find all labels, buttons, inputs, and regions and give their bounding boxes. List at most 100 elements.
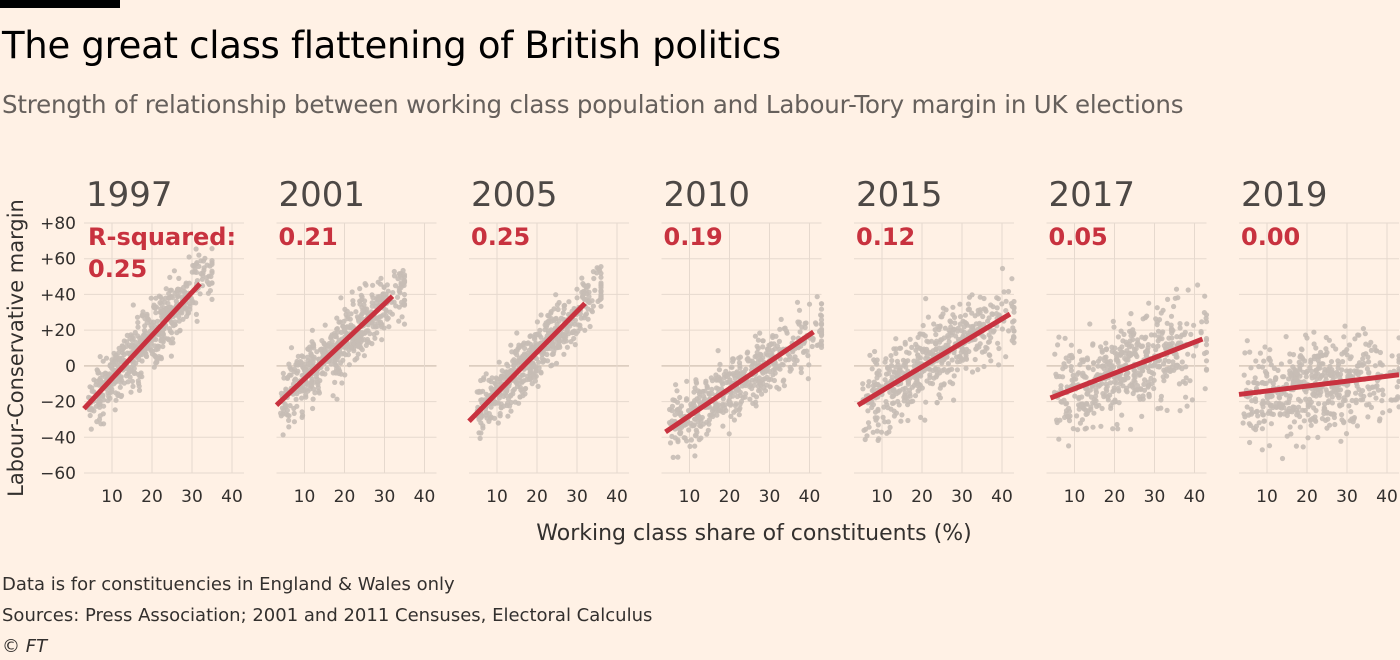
scatter-point [199, 276, 205, 282]
scatter-point [162, 299, 168, 305]
scatter-point [678, 429, 684, 435]
scatter-point [720, 401, 726, 407]
scatter-point [1177, 321, 1183, 327]
scatter-point [738, 398, 745, 405]
scatter-point [345, 316, 351, 322]
scatter-point [154, 318, 160, 324]
scatter-point [1347, 368, 1353, 374]
scatter-point [787, 364, 793, 370]
scatter-point [1325, 399, 1331, 405]
scatter-point [307, 347, 313, 353]
scatter-point [742, 394, 748, 400]
scatter-point [1203, 342, 1210, 348]
scatter-point [736, 412, 742, 418]
scatter-point [1295, 396, 1302, 402]
scatter-point [140, 333, 146, 340]
scatter-point [691, 389, 697, 395]
scatter-point [538, 312, 544, 318]
scatter-point [400, 267, 406, 274]
scatter-point [1071, 376, 1077, 382]
scatter-point [863, 426, 869, 432]
scatter-point [1319, 361, 1325, 367]
scatter-point [1009, 276, 1015, 282]
scatter-point [806, 362, 812, 368]
scatter-point [1305, 435, 1311, 441]
scatter-point [1360, 352, 1367, 358]
year-label-2015: 2015 [856, 175, 943, 215]
scatter-point [1278, 391, 1285, 397]
scatter-point [574, 295, 580, 301]
scatter-point [204, 262, 210, 268]
scatter-point [954, 354, 960, 360]
scatter-point [548, 363, 554, 369]
scatter-point [989, 311, 995, 317]
scatter-point [813, 321, 819, 327]
scatter-point [299, 409, 305, 415]
scatter-point [1107, 380, 1113, 386]
scatter-point [309, 327, 315, 333]
scatter-point [1283, 334, 1289, 340]
scatter-point [189, 269, 195, 275]
scatter-point [308, 357, 314, 363]
scatter-point [193, 246, 199, 252]
scatter-point [713, 405, 719, 411]
scatter-point [754, 343, 760, 349]
scatter-point [1145, 365, 1151, 371]
scatter-point [198, 271, 204, 277]
scatter-point [755, 337, 762, 343]
r-squared-value-2015: 0.12 [856, 223, 915, 251]
scatter-point [1134, 341, 1140, 347]
scatter-point [1248, 365, 1254, 371]
x-tick-label: 40 [1376, 487, 1398, 507]
scatter-point [1303, 374, 1309, 380]
scatter-point [332, 358, 338, 364]
scatter-point [747, 396, 753, 402]
scatter-point [737, 363, 743, 369]
scatter-point [765, 347, 771, 353]
trend-line-2017 [1049, 336, 1204, 401]
x-tick-label: 40 [799, 487, 821, 507]
scatter-point [1308, 357, 1314, 363]
scatter-point [505, 363, 511, 369]
scatter-point [518, 359, 524, 365]
scatter-point [1145, 342, 1151, 348]
scatter-point [377, 281, 384, 287]
scatter-point [597, 267, 603, 273]
scatter-point [891, 400, 897, 406]
scatter-point [126, 342, 132, 348]
scatter-point [360, 307, 366, 314]
scatter-point [1310, 391, 1316, 397]
x-tick-label: 10 [294, 487, 316, 507]
scatter-point [288, 345, 295, 351]
scatter-point [105, 390, 111, 396]
scatter-point [508, 408, 514, 414]
scatter-point [925, 366, 931, 372]
scatter-point [383, 307, 389, 313]
scatter-point [1305, 412, 1311, 418]
scatter-point [1086, 365, 1092, 371]
scatter-point [954, 367, 961, 373]
scatter-point [975, 367, 981, 373]
scatter-point [183, 281, 189, 288]
scatter-point [173, 298, 179, 304]
scatter-point [1307, 396, 1313, 402]
scatter-point [759, 391, 765, 397]
scatter-point [598, 274, 604, 280]
scatter-point [544, 322, 550, 328]
scatter-point [1055, 342, 1061, 348]
scatter-point [1094, 403, 1100, 409]
scatter-point [1311, 329, 1317, 335]
scatter-point [674, 399, 681, 405]
scatter-point [818, 331, 825, 337]
scatter-point [571, 335, 577, 342]
scatter-point [127, 336, 133, 342]
scatter-point [888, 362, 895, 369]
scatter-point [708, 375, 714, 381]
scatter-point [202, 255, 208, 261]
scatter-point [923, 296, 929, 302]
x-tick-label: 20 [719, 487, 741, 507]
scatter-point [353, 309, 359, 315]
scatter-point [322, 322, 328, 328]
scatter-point [155, 356, 161, 362]
r-squared-value-2019: 0.00 [1241, 223, 1300, 251]
